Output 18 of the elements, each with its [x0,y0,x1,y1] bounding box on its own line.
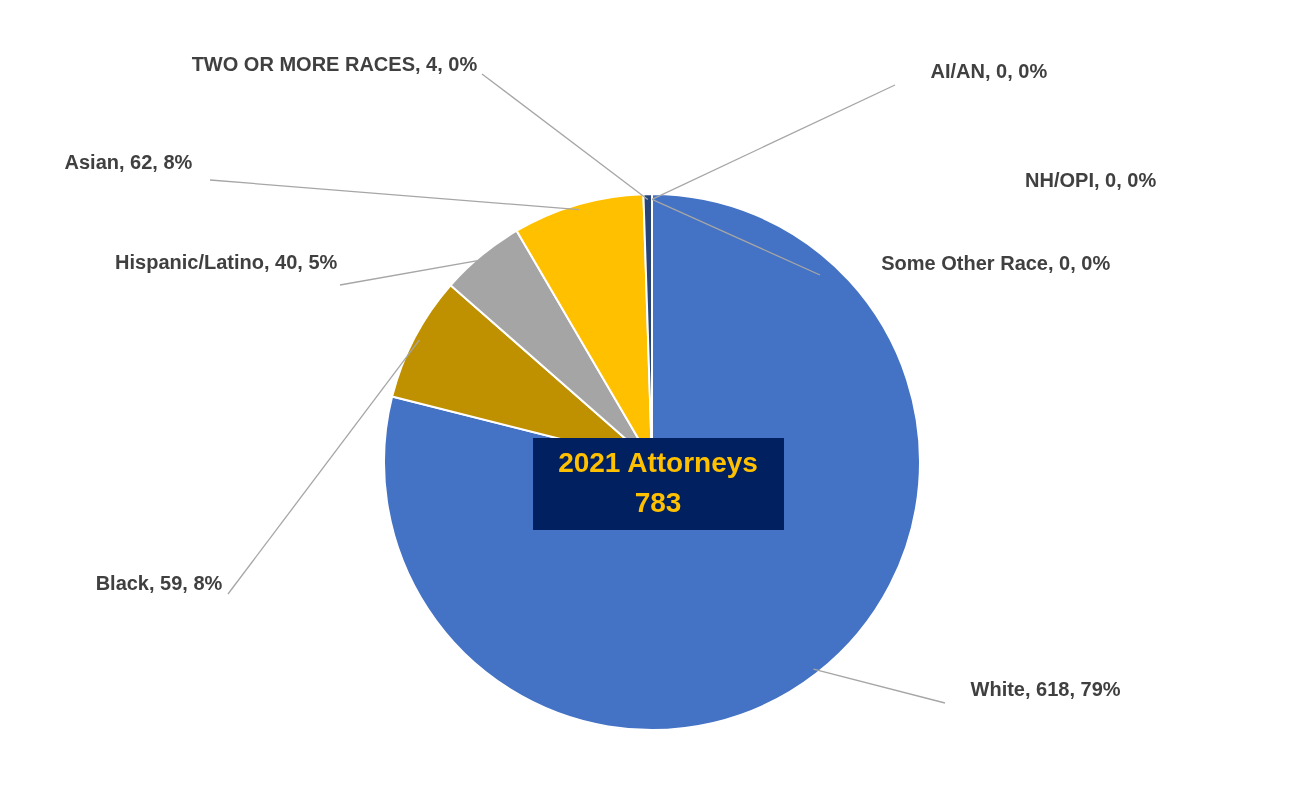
slice-label: TWO OR MORE RACES [191,53,415,75]
category-label: Some Other Race [881,252,1048,274]
text: 783 [634,487,682,518]
data-label: , 59, 8% [149,572,223,594]
slice-label: White [970,678,1025,700]
category-label: NH/OPI [1025,169,1094,191]
slice-label: Asian [64,151,119,173]
text: , 0, 0% [1094,169,1157,191]
data-label: , 4, 0% [415,53,478,75]
data-label: , 618, 79% [1025,678,1121,700]
data-label: , 40, 5% [264,251,338,273]
slice-label: Hispanic/Latino [115,251,264,273]
category-label: AI/AN [930,60,985,82]
text: 2021 Attorneys [558,447,758,478]
data-label: , 62, 8% [119,151,193,173]
text: , 0, 0% [985,60,1048,82]
slice-label: Black [95,572,150,594]
text: , 0, 0% [1048,252,1111,274]
